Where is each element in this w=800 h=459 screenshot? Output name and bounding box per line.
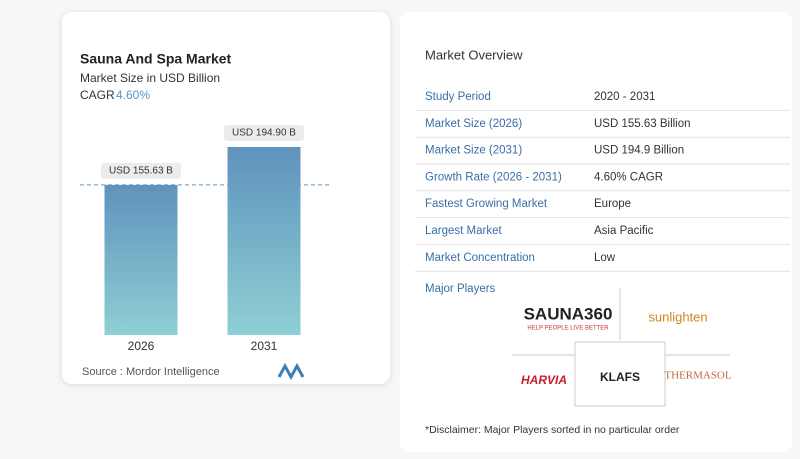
row-value: Asia Pacific [594, 225, 654, 237]
cagr-value: 4.60% [116, 88, 150, 102]
overview-card [400, 12, 792, 452]
disclaimer: *Disclaimer: Major Players sorted in no … [425, 424, 680, 436]
player-logo: HARVIA [521, 373, 567, 387]
row-label: Market Size (2026) [425, 118, 522, 130]
player-logo: THERMASOL [664, 370, 732, 382]
brand-logo [277, 362, 305, 381]
players-grid [512, 288, 730, 407]
row-label: Growth Rate (2026 - 2031) [425, 171, 562, 183]
row-value: USD 155.63 Billion [594, 118, 691, 130]
value-label-box [101, 162, 181, 179]
row-value: Europe [594, 198, 631, 210]
value-label: USD 194.90 B [232, 128, 296, 139]
bar [104, 184, 178, 335]
x-tick-label: 2031 [251, 339, 278, 353]
player-logo: sunlighten [648, 309, 707, 324]
plot: 2026 USD 155.63 B 2031 USD 194.90 B [80, 125, 330, 353]
row-value: 2020 - 2031 [594, 91, 655, 103]
overview-title: Market Overview [425, 47, 523, 62]
row-label: Fastest Growing Market [425, 198, 548, 210]
cagr-label: CAGR [80, 88, 115, 102]
value-label-box [224, 125, 304, 141]
player-logo: SAUNA360 [524, 304, 613, 323]
chart-subtitle: Market Size in USD Billion [80, 71, 220, 85]
row-label: Market Size (2031) [425, 145, 522, 157]
players-title: Major Players [425, 283, 496, 295]
player-logo: KLAFS [600, 370, 640, 384]
x-tick-label: 2026 [128, 339, 155, 353]
row-label: Market Concentration [425, 252, 535, 264]
row-label: Largest Market [425, 225, 503, 237]
row-label: Study Period [425, 91, 491, 103]
row-value: Low [594, 252, 616, 264]
row-value: USD 194.9 Billion [594, 145, 684, 157]
row-value: 4.60% CAGR [594, 171, 663, 183]
chart-title: Sauna And Spa Market [80, 51, 232, 67]
overview-table: Study Period 2020 - 2031 Market Size (2026… [415, 91, 790, 272]
bar [227, 147, 301, 335]
source: Source : Mordor Intelligence [82, 366, 220, 378]
player-logo-tagline: HELP PEOPLE LIVE BETTER [527, 326, 609, 332]
value-label: USD 155.63 B [109, 166, 173, 177]
